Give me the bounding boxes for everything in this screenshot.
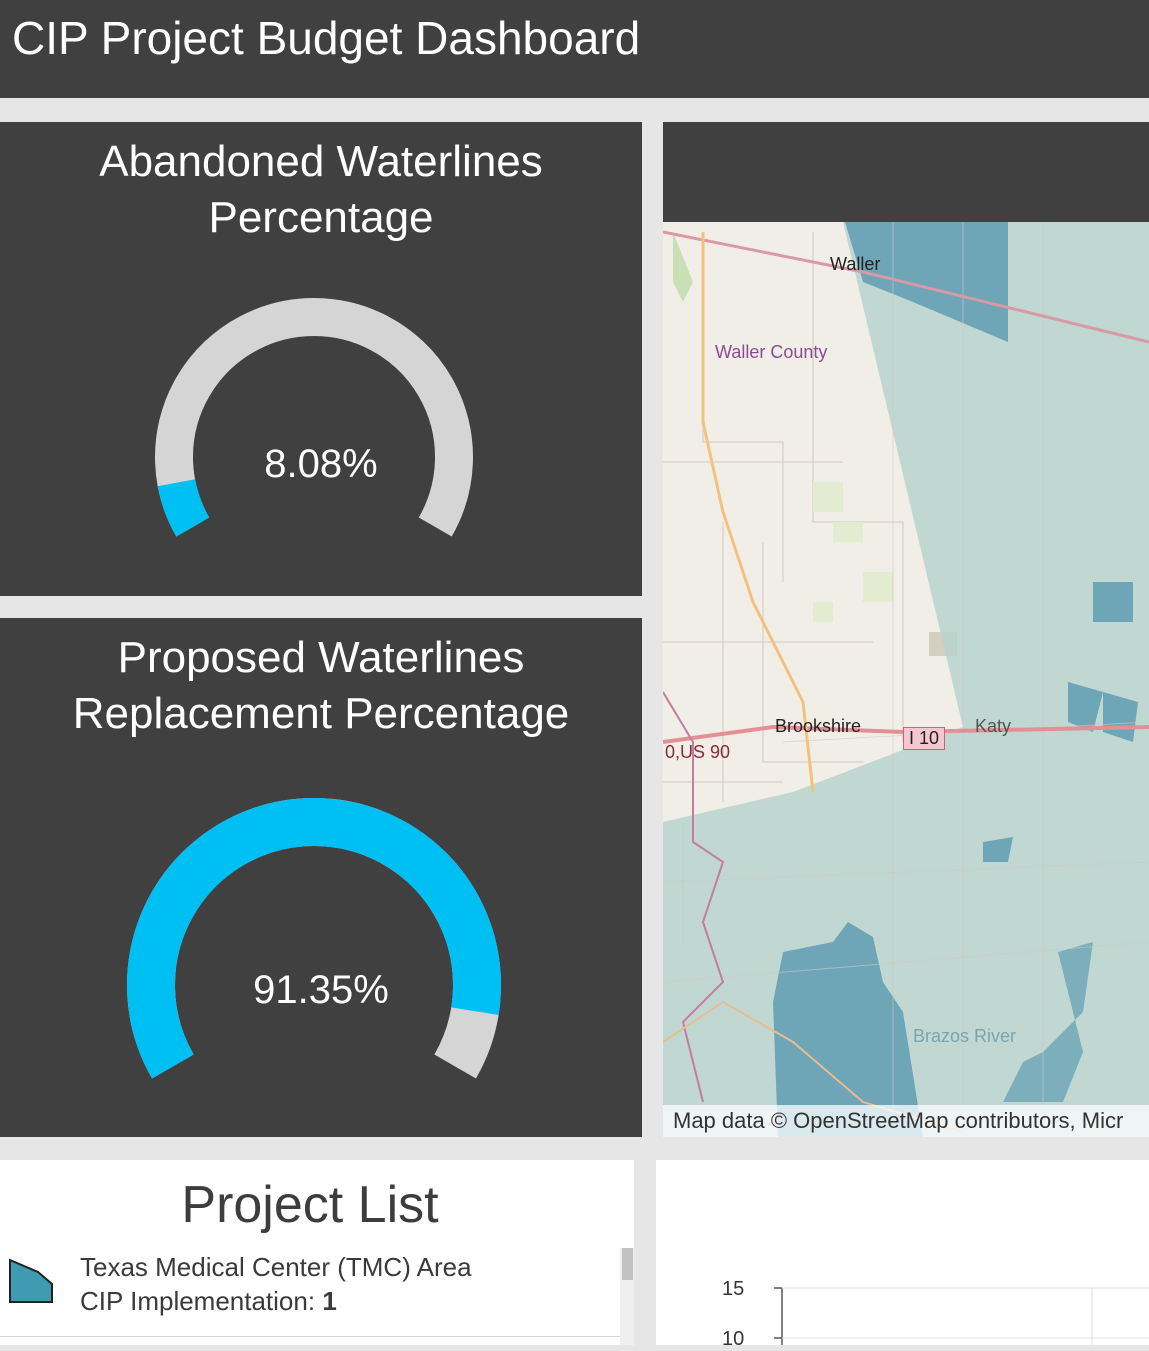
gauge-title-line1: Abandoned Waterlines	[99, 137, 543, 186]
gauge-fill	[157, 478, 210, 537]
project-meta-label: CIP Implementation:	[80, 1286, 323, 1316]
project-name: Texas Medical Center (TMC) Area	[80, 1252, 472, 1282]
dashboard-header: CIP Project Budget Dashboard	[0, 0, 1149, 98]
map-label-us90: 0,US 90	[665, 742, 731, 762]
gauge-title-line1: Proposed Waterlines	[117, 633, 525, 682]
project-list-panel: Project List Texas Medical Center (TMC) …	[0, 1160, 634, 1345]
chart-axes	[774, 1287, 1149, 1345]
map-label-waller: Waller	[830, 254, 881, 274]
chart-panel: 15 10	[656, 1160, 1149, 1350]
proposed-replacement-gauge-panel: Proposed Waterlines Replacement Percenta…	[0, 618, 642, 1137]
abandoned-waterlines-gauge	[155, 298, 473, 537]
list-scrollbar-thumb[interactable]	[622, 1248, 633, 1280]
abandoned-waterlines-gauge-panel: Abandoned Waterlines Percentage 8.08%	[0, 122, 642, 596]
proposed-replacement-gauge	[127, 798, 501, 1079]
polygon-swatch-icon	[9, 1258, 53, 1303]
dashboard-title: CIP Project Budget Dashboard	[12, 12, 641, 64]
map-basemap	[663, 222, 1149, 1137]
gauge-title-line2: Replacement Percentage	[72, 689, 570, 738]
y-tick-label: 15	[722, 1278, 745, 1300]
map-label-katy: Katy	[975, 716, 1012, 736]
project-list-title: Project List	[181, 1176, 439, 1234]
map-label-i10: I 10	[903, 727, 946, 750]
project-meta-value: 1	[322, 1286, 337, 1316]
map-attribution: Map data © OpenStreetMap contributors, M…	[663, 1105, 1149, 1137]
map-panel: Waller Waller County Brookshire I 10 Kat…	[663, 122, 1149, 1137]
map-label-brookshire: Brookshire	[775, 716, 862, 736]
gauge-fill	[127, 798, 501, 1079]
map-label-brazos-river: Brazos River	[913, 1026, 1017, 1046]
list-item[interactable]: Texas Medical Center (TMC) Area CIP Impl…	[0, 1248, 620, 1337]
gauge-value: 91.35%	[253, 968, 389, 1012]
gauge-title-line2: Percentage	[208, 193, 434, 242]
gauge-value: 8.08%	[264, 442, 378, 486]
project-meta: CIP Implementation: 1	[80, 1286, 337, 1317]
map-label-waller-county: Waller County	[715, 342, 828, 362]
map-view[interactable]: Waller Waller County Brookshire I 10 Kat…	[663, 222, 1149, 1137]
gauge-track	[155, 298, 473, 537]
y-tick-label: 10	[722, 1328, 745, 1350]
